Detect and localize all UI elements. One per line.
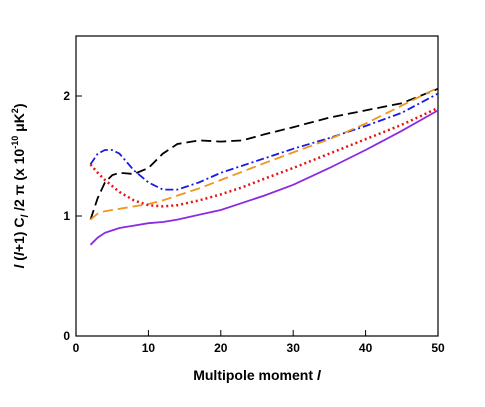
plot-frame [75,35,439,337]
y-label-part: 2 [10,108,20,113]
y-tick-label: 1 [63,209,70,223]
x-tick-label: 30 [287,341,301,355]
y-axis-label: l (l+1) Cl /2 π (x 10-10 μK2) [10,103,31,268]
y-label-part: /2 π (x 10 [11,149,27,215]
x-label-symbol: l [317,367,322,383]
data-line [89,86,439,221]
data-line [89,109,439,246]
y-tick-label: 2 [63,89,70,103]
y-label-part: ) [11,103,27,108]
data-line [89,106,439,208]
y-label-part: μK [11,113,27,136]
y-label-part: ( [11,256,27,265]
x-tick-label: 20 [214,341,228,355]
x-axis-label: Multipole moment l [193,367,322,383]
y-label-part: -10 [10,136,20,149]
y-tick-label: 0 [63,329,70,343]
x-tick-label: 0 [73,341,80,355]
x-tick-label: 10 [142,341,156,355]
x-label-text: Multipole moment [193,367,317,383]
y-label-part: l [11,264,27,269]
y-label-part: l [11,251,27,256]
data-line [89,87,439,220]
data-line [89,92,439,191]
x-tick-label: 50 [431,341,445,355]
x-tick-label: 40 [359,341,373,355]
y-label-part: l [20,215,31,218]
y-label-part: +1) C [11,218,27,253]
